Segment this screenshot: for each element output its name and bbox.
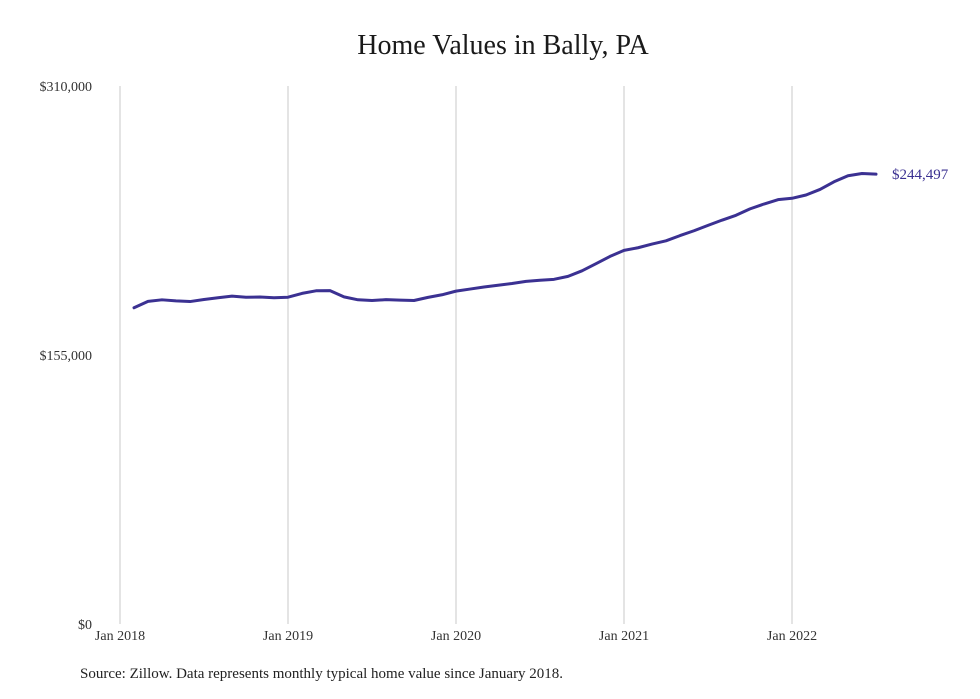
y-axis-ticks: $0 $155,000 $310,000 xyxy=(40,80,93,633)
y-tick-label: $310,000 xyxy=(40,80,93,95)
end-value-label: $244,497 xyxy=(892,167,949,183)
chart-title: Home Values in Bally, PA xyxy=(357,30,649,61)
x-tick-label: Jan 2021 xyxy=(599,629,649,644)
gridlines xyxy=(119,86,793,624)
source-note: Source: Zillow. Data represents monthly … xyxy=(80,666,564,682)
y-tick-label: $155,000 xyxy=(40,349,93,364)
x-tick-label: Jan 2022 xyxy=(767,629,817,644)
x-tick-label: Jan 2018 xyxy=(95,629,145,644)
series-layer: $244,497 xyxy=(132,167,949,310)
y-tick-label: $0 xyxy=(78,618,92,633)
line-chart: Jan 2018 Jan 2019 Jan 2020 Jan 2021 Jan 2022… xyxy=(40,80,949,644)
x-axis-ticks: Jan 2018 Jan 2019 Jan 2020 Jan 2021 Jan 2022 xyxy=(95,629,817,644)
series-line xyxy=(132,171,878,310)
x-tick-label: Jan 2019 xyxy=(263,629,313,644)
x-tick-label: Jan 2020 xyxy=(431,629,481,644)
